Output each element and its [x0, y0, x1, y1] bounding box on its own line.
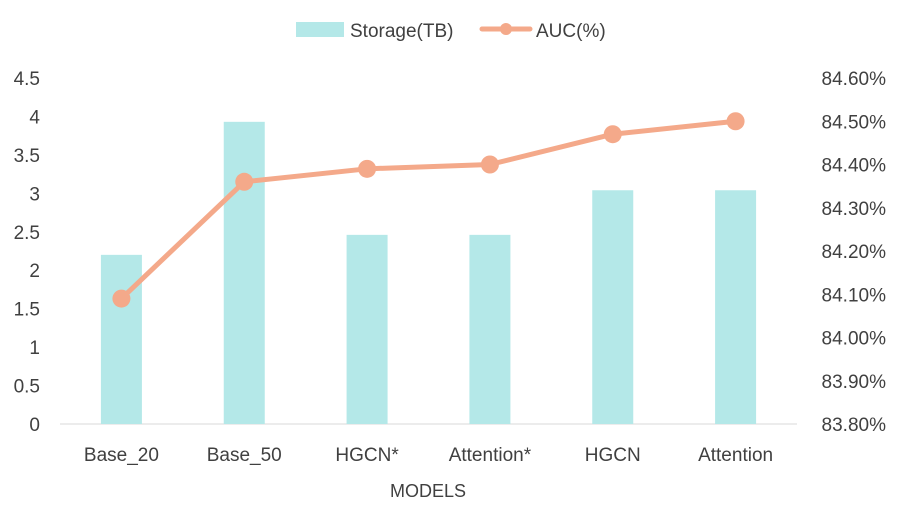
left-tick-label: 0	[29, 415, 40, 436]
bar-storage	[223, 121, 265, 425]
auc-point	[235, 172, 254, 191]
x-category-label: Base_50	[207, 445, 282, 466]
x-axis-title: MODELS	[390, 481, 466, 501]
auc-point	[480, 155, 499, 174]
right-tick-label: 84.40%	[822, 156, 887, 177]
left-tick-label: 3	[29, 184, 40, 205]
left-tick-label: 2.5	[14, 223, 40, 244]
bar-storage	[346, 234, 388, 424]
legend-swatch-storage	[296, 22, 344, 37]
x-category-label: Attention*	[449, 445, 532, 466]
x-category-label: HGCN*	[335, 445, 399, 466]
auc-point	[603, 125, 622, 144]
right-axis-ticks: 83.80% 83.90% 84.00% 84.10% 84.20% 84.30% 84.4…	[822, 69, 887, 436]
left-tick-label: 4	[29, 107, 40, 128]
x-axis-categories: Base_20 Base_50 HGCN* Attention* HGCN Attenti…	[84, 445, 773, 466]
x-category-label: HGCN	[585, 445, 641, 466]
legend-label-auc: AUC(%)	[536, 21, 606, 42]
auc-point	[726, 112, 745, 131]
legend-swatch-auc-marker	[500, 23, 512, 35]
bars-storage	[100, 121, 757, 425]
left-tick-label: 4.5	[14, 69, 40, 90]
right-tick-label: 84.20%	[822, 242, 887, 263]
right-tick-label: 84.10%	[822, 285, 887, 306]
auc-line-path	[118, 118, 739, 302]
right-tick-label: 83.80%	[822, 415, 887, 436]
left-tick-label: 1	[29, 338, 40, 359]
bar-storage	[592, 190, 634, 424]
legend: Storage(TB) AUC(%)	[296, 21, 606, 42]
x-category-label: Attention	[698, 445, 773, 466]
left-tick-label: 1.5	[14, 300, 40, 321]
x-category-label: Base_20	[84, 445, 159, 466]
left-tick-label: 0.5	[14, 377, 40, 398]
legend-label-storage: Storage(TB)	[350, 21, 453, 42]
right-tick-label: 84.60%	[822, 69, 887, 90]
right-tick-label: 84.00%	[822, 329, 887, 350]
left-axis-ticks: 0 0.5 1 1.5 2 2.5 3 3.5 4 4.5	[14, 69, 41, 436]
line-auc	[112, 112, 745, 308]
bar-storage	[100, 254, 142, 424]
right-tick-label: 83.90%	[822, 372, 887, 393]
right-tick-label: 84.30%	[822, 199, 887, 220]
bar-storage	[715, 190, 757, 424]
left-tick-label: 2	[29, 261, 40, 282]
auc-point	[358, 159, 377, 178]
bar-storage	[469, 234, 511, 424]
right-tick-label: 84.50%	[822, 112, 887, 133]
left-tick-label: 3.5	[14, 146, 40, 167]
auc-point	[112, 289, 131, 308]
